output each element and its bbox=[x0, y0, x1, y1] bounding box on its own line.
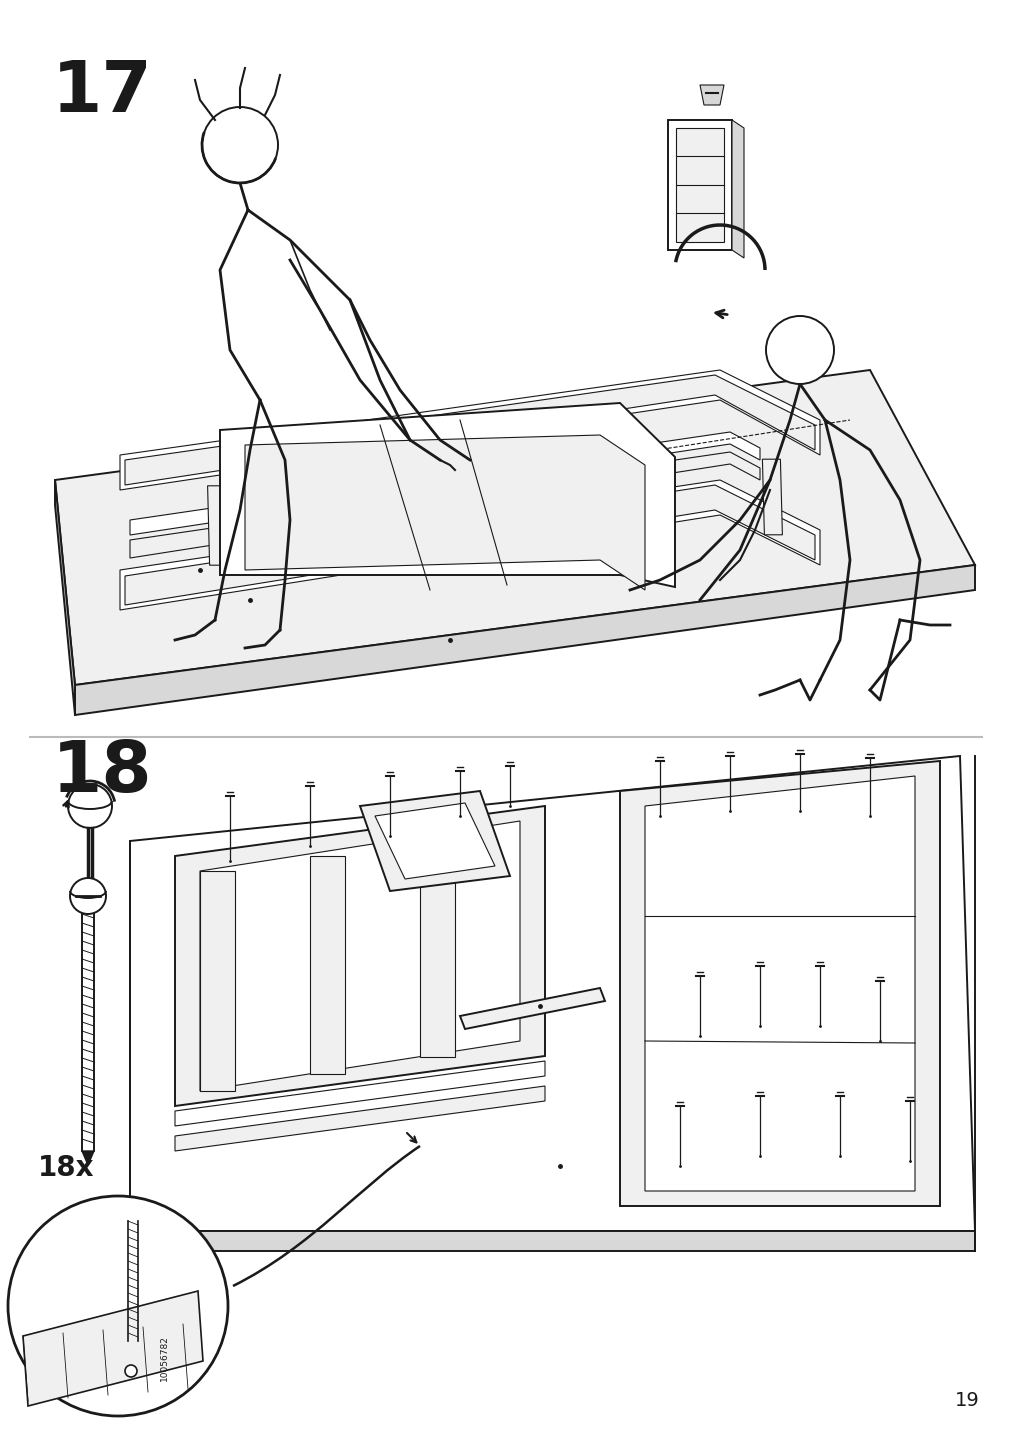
Circle shape bbox=[125, 1365, 136, 1378]
Polygon shape bbox=[420, 841, 455, 1057]
Polygon shape bbox=[667, 120, 731, 251]
Polygon shape bbox=[23, 1292, 203, 1406]
Polygon shape bbox=[700, 84, 723, 105]
Polygon shape bbox=[125, 1232, 974, 1252]
Polygon shape bbox=[339, 480, 359, 558]
Polygon shape bbox=[631, 465, 650, 541]
Circle shape bbox=[202, 107, 278, 183]
Text: 19: 19 bbox=[954, 1390, 979, 1411]
Polygon shape bbox=[175, 1061, 545, 1126]
Polygon shape bbox=[245, 435, 644, 590]
Circle shape bbox=[765, 316, 833, 384]
Polygon shape bbox=[175, 806, 545, 1106]
Polygon shape bbox=[82, 1151, 94, 1166]
Polygon shape bbox=[175, 1085, 545, 1151]
Text: 18x: 18x bbox=[38, 1154, 94, 1181]
Text: 18: 18 bbox=[52, 737, 153, 808]
Polygon shape bbox=[731, 120, 743, 258]
FancyArrowPatch shape bbox=[715, 311, 727, 318]
Polygon shape bbox=[120, 369, 819, 490]
Polygon shape bbox=[761, 460, 782, 534]
FancyArrowPatch shape bbox=[64, 800, 69, 808]
FancyArrowPatch shape bbox=[406, 1133, 416, 1143]
Polygon shape bbox=[484, 473, 504, 550]
Circle shape bbox=[68, 783, 112, 828]
Polygon shape bbox=[129, 432, 759, 536]
Polygon shape bbox=[125, 375, 814, 485]
Polygon shape bbox=[219, 402, 674, 587]
Polygon shape bbox=[200, 871, 235, 1091]
Polygon shape bbox=[55, 369, 974, 684]
Polygon shape bbox=[309, 856, 345, 1074]
Polygon shape bbox=[675, 127, 723, 242]
Circle shape bbox=[8, 1196, 227, 1416]
Polygon shape bbox=[129, 453, 759, 558]
Polygon shape bbox=[75, 566, 974, 715]
Polygon shape bbox=[620, 760, 939, 1206]
Text: 10056782: 10056782 bbox=[160, 1335, 169, 1380]
Polygon shape bbox=[200, 821, 520, 1091]
Polygon shape bbox=[55, 480, 75, 715]
Polygon shape bbox=[360, 790, 510, 891]
Polygon shape bbox=[207, 485, 227, 566]
Polygon shape bbox=[460, 988, 605, 1030]
Polygon shape bbox=[84, 881, 96, 896]
Polygon shape bbox=[129, 756, 974, 1232]
Polygon shape bbox=[125, 485, 814, 604]
Polygon shape bbox=[644, 776, 914, 1191]
Polygon shape bbox=[120, 480, 819, 610]
Circle shape bbox=[70, 878, 106, 914]
Polygon shape bbox=[375, 803, 494, 879]
Text: 17: 17 bbox=[52, 59, 153, 127]
